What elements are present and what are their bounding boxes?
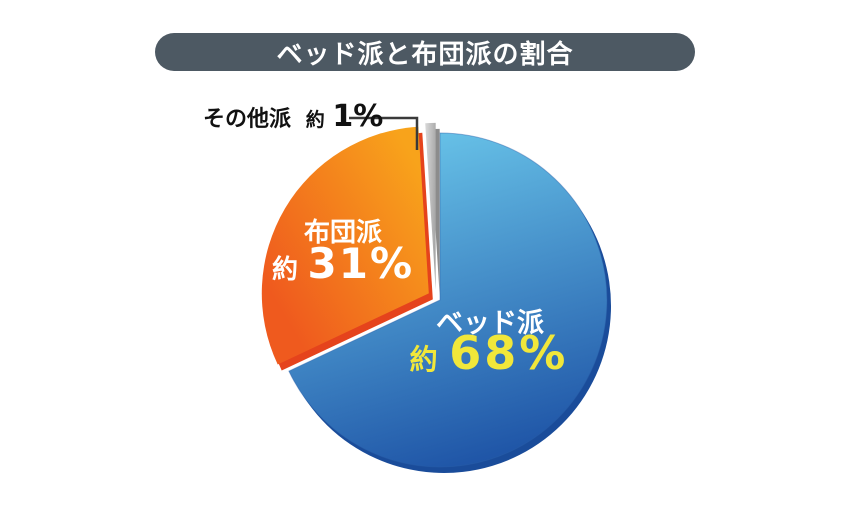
callout-label-value: 1% [332, 99, 383, 134]
pie-slices [261, 122, 612, 473]
slice-value-futon-number: 31% [308, 239, 415, 288]
callout-label-name: その他派 [203, 107, 291, 132]
slice-value-futon: 約 31% [272, 239, 414, 288]
slice-value-bed-prefix: 約 [410, 343, 441, 376]
slice-label-futon: 布団派 [304, 218, 382, 248]
pie-slice-2 [425, 122, 436, 290]
callout-line [349, 116, 419, 150]
pie-slice-0 [288, 132, 608, 468]
pie-slice-1 [261, 126, 429, 365]
slice-value-bed: 約 68% [410, 326, 569, 380]
callout-label-prefix: 約 [306, 108, 325, 131]
slice-label-bed: ベッド派 [436, 308, 544, 339]
slice-value-bed-number: 68% [449, 326, 568, 380]
title-bar: ベッド派と布団派の割合 [155, 33, 695, 71]
slice-value-futon-prefix: 約 [272, 254, 300, 285]
callout-label: その他派 約 1% [203, 99, 383, 134]
chart-title: ベッド派と布団派の割合 [276, 39, 574, 70]
